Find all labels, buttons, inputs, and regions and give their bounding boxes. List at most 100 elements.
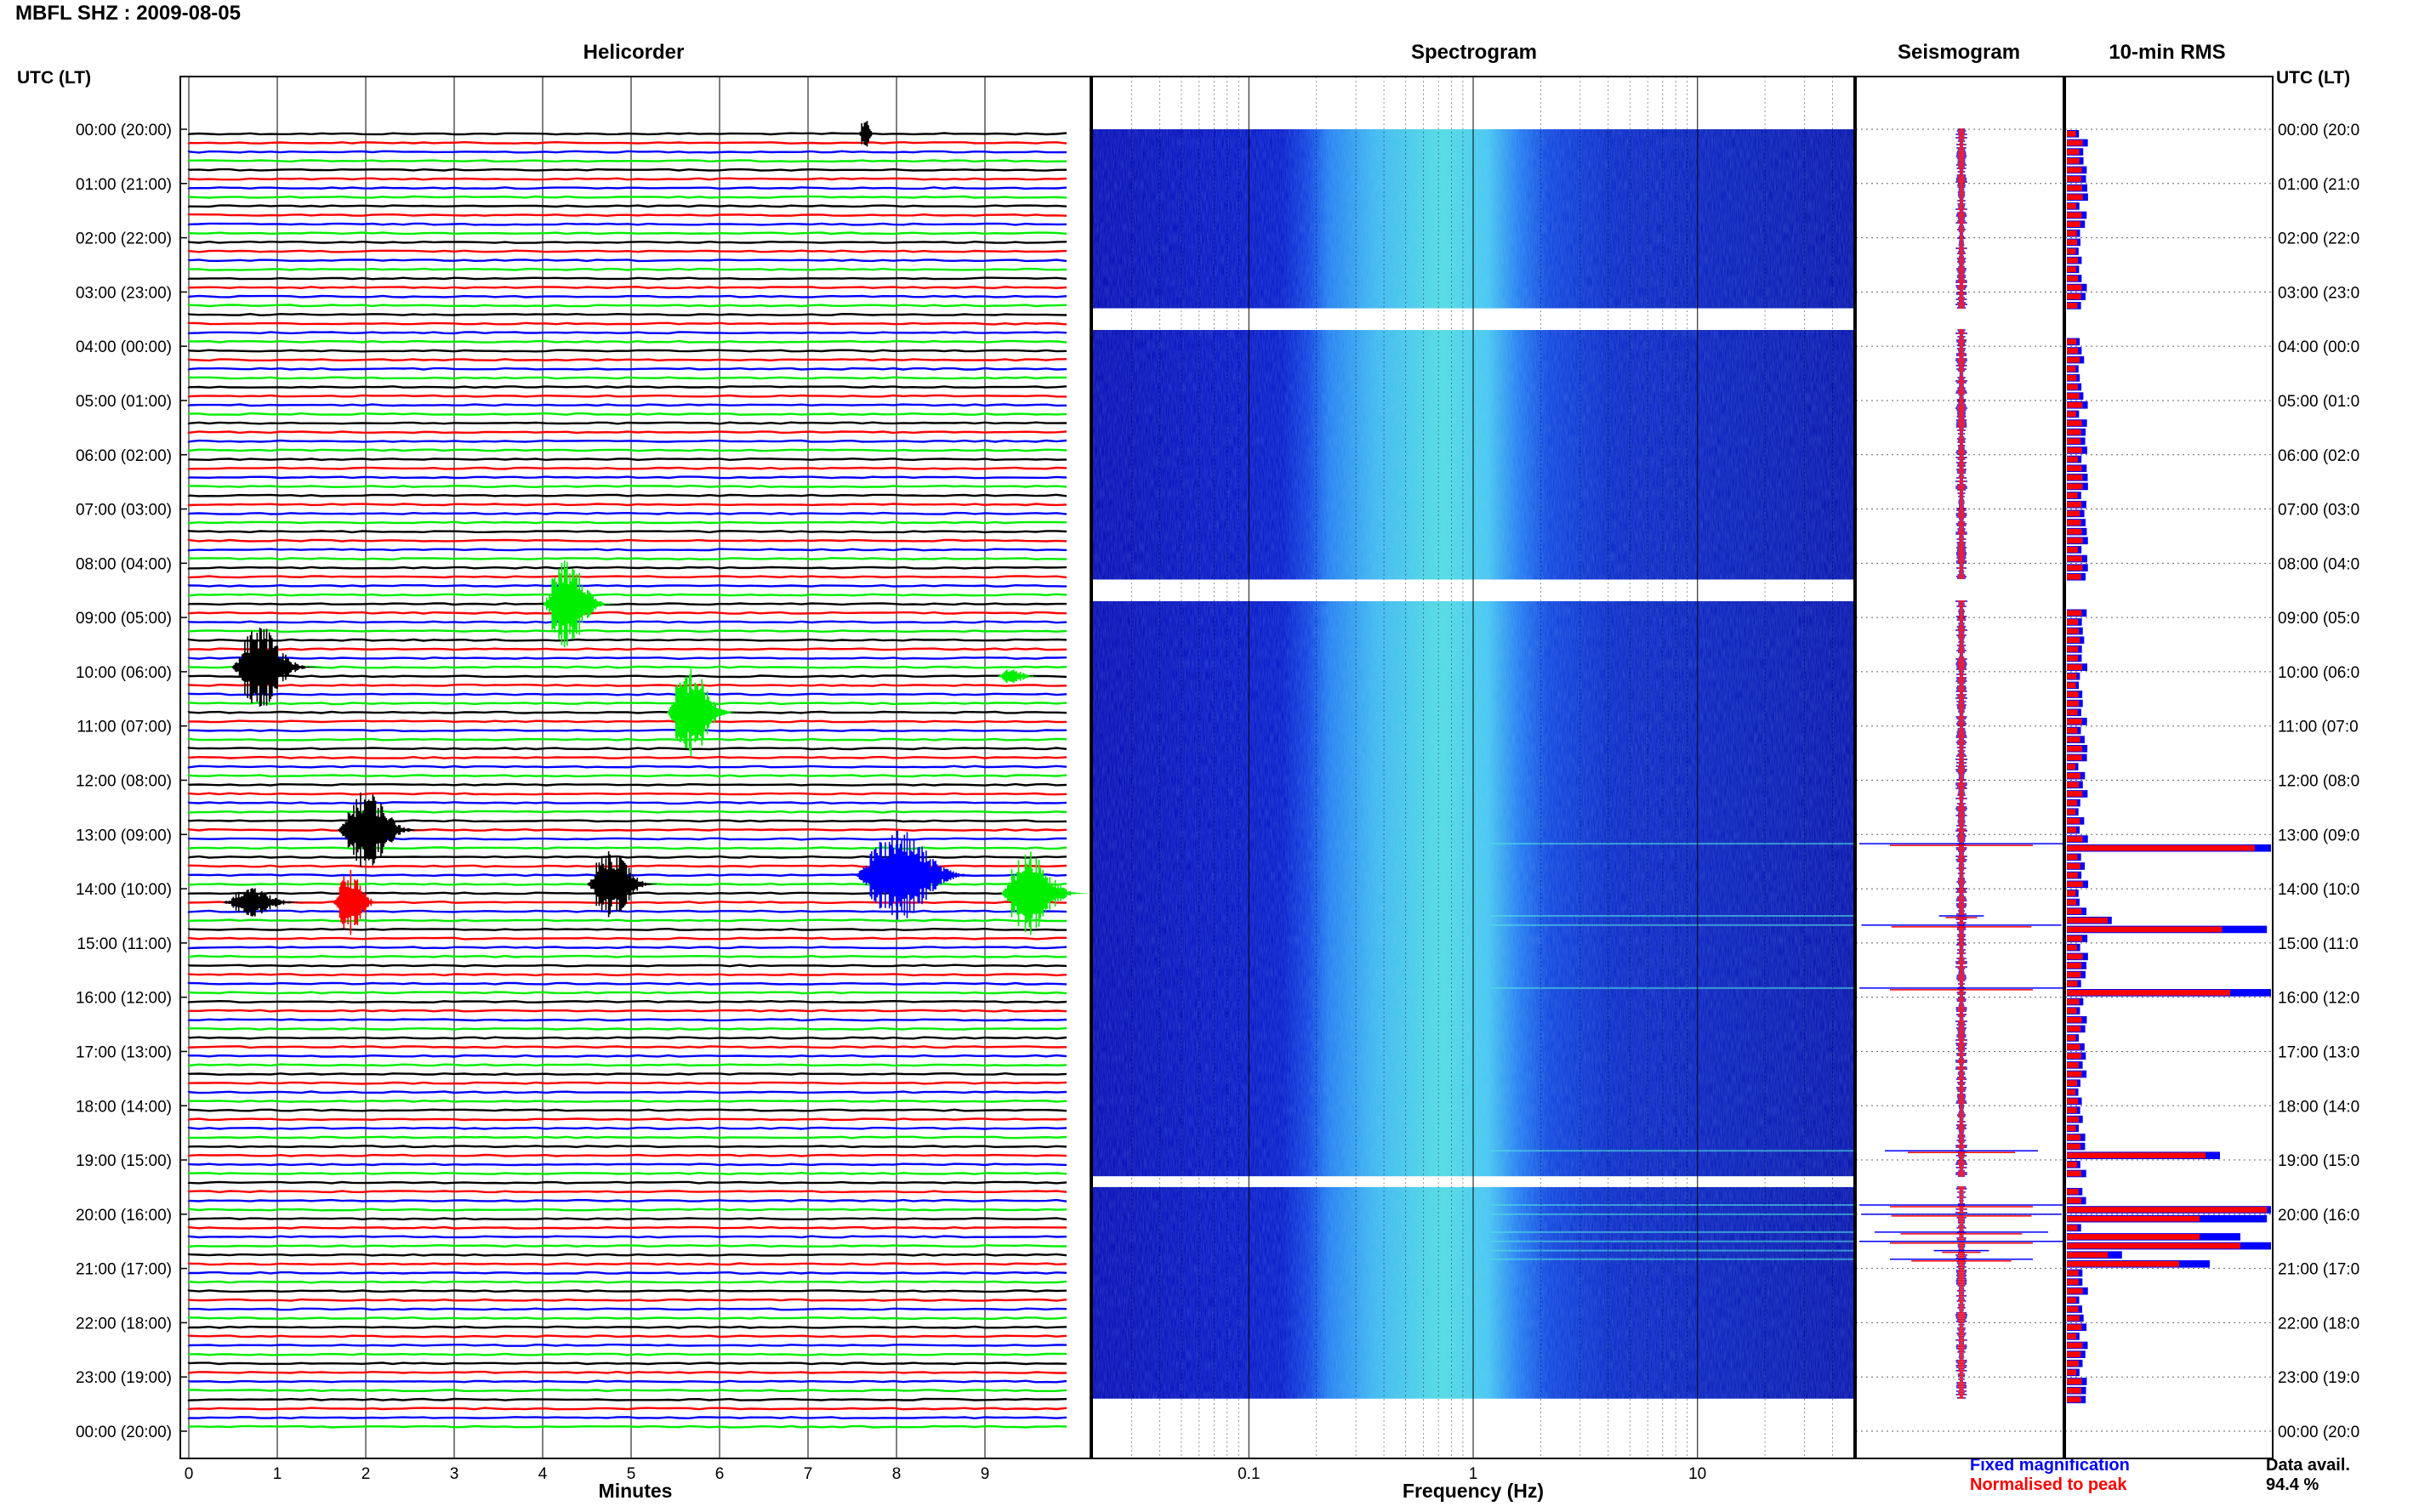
helicorder-trace xyxy=(187,1054,1067,1058)
helicorder-trace xyxy=(187,927,1067,931)
helicorder-trace xyxy=(187,530,1067,534)
helicorder-trace xyxy=(187,1081,1067,1085)
rms-bar-normalised xyxy=(2067,1008,2077,1014)
rms-bar-normalised xyxy=(2067,818,2080,824)
time-label-left: 05:00 (01:00) xyxy=(76,393,172,411)
rms-bar-normalised xyxy=(2067,1152,2206,1159)
helicorder-trace xyxy=(187,240,1067,244)
helicorder-trace xyxy=(187,448,1067,452)
helicorder-trace xyxy=(187,1018,1067,1022)
helicorder-trace xyxy=(187,755,1067,759)
rms-bar-normalised xyxy=(2067,1026,2081,1032)
helicorder-xtick-label: 3 xyxy=(450,1465,459,1483)
time-label-left: 14:00 (10:00) xyxy=(76,881,172,899)
time-label-left: 10:00 (06:00) xyxy=(76,664,172,682)
helicorder-trace xyxy=(187,1289,1067,1293)
rms-bar-normalised xyxy=(2067,1252,2108,1258)
helicorder-trace xyxy=(187,475,1067,480)
time-label-left: 23:00 (19:00) xyxy=(76,1369,172,1387)
helicorder-xtick-label: 4 xyxy=(538,1465,548,1483)
helicorder-trace xyxy=(187,503,1067,507)
helicorder-trace xyxy=(187,1153,1067,1157)
helicorder-trace xyxy=(187,259,1067,263)
helicorder-event xyxy=(998,669,1040,684)
helicorder-trace xyxy=(187,1262,1067,1266)
helicorder-trace xyxy=(187,846,1067,850)
helicorder-trace xyxy=(187,647,1067,651)
helicorder-trace xyxy=(187,1126,1067,1130)
rms-bar-normalised xyxy=(2067,872,2078,878)
helicorder-trace xyxy=(187,702,1067,706)
helicorder-trace xyxy=(187,150,1067,154)
helicorder-trace xyxy=(187,1397,1067,1401)
rms-bar-normalised xyxy=(2067,185,2083,191)
rms-bar-normalised xyxy=(2067,1378,2082,1384)
time-label-right: 18:00 (14:0 xyxy=(2278,1098,2359,1116)
rms-bar-normalised xyxy=(2067,709,2078,716)
time-label-left: 16:00 (12:00) xyxy=(76,990,172,1008)
helicorder-trace xyxy=(187,231,1067,236)
helicorder-trace xyxy=(187,1334,1067,1339)
rms-bar-normalised xyxy=(2067,520,2081,526)
rms-bar-normalised xyxy=(2067,1134,2081,1140)
seismogram-trace-normalised xyxy=(1957,329,1966,579)
helicorder-event xyxy=(333,869,389,935)
rms-bar-normalised xyxy=(2067,230,2077,236)
rms-bar-normalised xyxy=(2067,1242,2240,1249)
rms-bar-normalised xyxy=(2067,438,2081,445)
rms-bar-normalised xyxy=(2067,764,2076,770)
rms-bar-normalised xyxy=(2067,573,2081,580)
time-label-left: 00:00 (20:00) xyxy=(76,122,172,139)
helicorder-trace xyxy=(187,918,1067,923)
rms-bar-normalised xyxy=(2067,338,2077,345)
helicorder-trace xyxy=(187,548,1067,552)
time-label-right: 01:00 (21:0 xyxy=(2278,176,2359,194)
helicorder-trace xyxy=(187,674,1067,679)
rms-frame xyxy=(2064,76,2274,1459)
helicorder-trace xyxy=(187,267,1067,271)
rms-bar-normalised xyxy=(2067,1225,2078,1231)
spectrogram-title: Spectrogram xyxy=(1410,41,1538,64)
helicorder-trace xyxy=(187,665,1067,669)
rms-bar-normalised xyxy=(2067,1306,2079,1312)
helicorder-trace xyxy=(187,1099,1067,1103)
helicorder-trace xyxy=(187,213,1067,218)
time-label-right: 17:00 (13:0 xyxy=(2278,1043,2359,1061)
rms-title: 10-min RMS xyxy=(2109,41,2226,64)
helicorder-trace xyxy=(187,1307,1067,1311)
helicorder-trace xyxy=(187,737,1067,742)
rms-bar-normalised xyxy=(2067,719,2082,725)
helicorder-trace xyxy=(187,1243,1067,1248)
rms-bar-normalised xyxy=(2067,745,2083,752)
rms-bar-normalised xyxy=(2067,492,2078,498)
rms-bar-normalised xyxy=(2067,429,2081,435)
rms-bar-normalised xyxy=(2067,881,2083,888)
helicorder-trace xyxy=(187,1217,1067,1221)
time-label-left: 19:00 (15:00) xyxy=(76,1152,172,1170)
time-label-right: 11:00 (07:0 xyxy=(2278,719,2359,736)
time-label-right: 12:00 (08:0 xyxy=(2278,773,2359,791)
helicorder-event xyxy=(859,121,876,147)
rms-bar-normalised xyxy=(2067,953,2083,960)
rms-bar-normalised xyxy=(2067,655,2079,662)
spectrogram-xtick-label: 1 xyxy=(1469,1465,1478,1483)
time-label-right: 14:00 (10:0 xyxy=(2278,881,2359,899)
rms-bar-normalised xyxy=(2067,1279,2079,1285)
helicorder-trace xyxy=(187,810,1067,814)
time-label-left: 11:00 (07:00) xyxy=(77,719,172,736)
helicorder-trace xyxy=(187,403,1067,407)
rms-bar-normalised xyxy=(2067,1333,2077,1339)
helicorder-trace xyxy=(187,973,1067,977)
rms-bar-normalised xyxy=(2067,791,2083,797)
rms-bar-normalised xyxy=(2067,1170,2082,1177)
helicorder-xtick-label: 5 xyxy=(627,1465,636,1483)
rms-bar-normalised xyxy=(2067,1143,2081,1150)
rms-bar-normalised xyxy=(2067,375,2077,381)
time-label-right: 16:00 (12:0 xyxy=(2278,990,2359,1008)
helicorder-trace xyxy=(187,1009,1067,1013)
helicorder-trace xyxy=(187,286,1067,290)
helicorder-trace xyxy=(187,1117,1067,1122)
helicorder-trace xyxy=(187,394,1067,398)
time-label-right: 23:00 (19:0 xyxy=(2278,1369,2359,1387)
helicorder-trace xyxy=(187,1171,1067,1176)
